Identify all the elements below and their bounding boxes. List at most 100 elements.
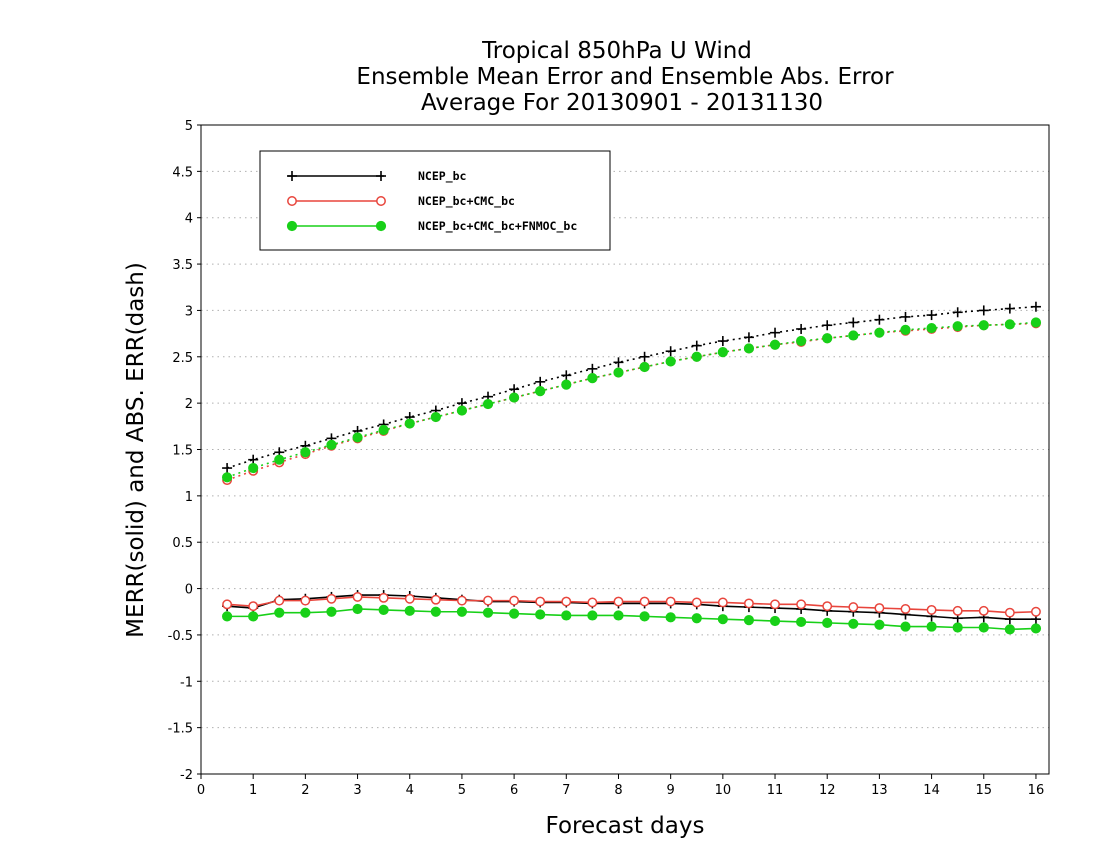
x-tick-label: 0 <box>197 783 205 798</box>
x-tick-label: 13 <box>871 783 888 798</box>
merr-point <box>613 610 624 621</box>
x-tick-label: 3 <box>353 783 361 798</box>
abs-err-point <box>613 357 624 368</box>
chart-title-line-3: Average For 20130901 - 20131130 <box>421 90 823 116</box>
merr-point <box>926 621 937 632</box>
abs-err-point <box>743 332 754 343</box>
merr-point <box>796 599 807 610</box>
y-tick-label: 3 <box>185 304 193 319</box>
x-tick-label: 9 <box>667 783 675 798</box>
abs-err-point <box>561 370 572 381</box>
y-tick-label: 5 <box>185 119 193 134</box>
merr-point <box>743 598 754 609</box>
merr-point <box>665 596 676 607</box>
abs-err-point <box>769 339 781 350</box>
merr-point <box>952 622 963 633</box>
series-NCEP_bc+CMC_bc <box>222 318 1041 618</box>
abs-err-point <box>639 361 650 373</box>
legend-entry: NCEP_bc+CMC_bc <box>287 194 515 209</box>
abs-err-point <box>665 356 676 367</box>
abs-err-point <box>535 376 546 387</box>
abs-err-point <box>1030 301 1041 312</box>
y-tick-label: 0.5 <box>172 536 193 551</box>
y-tick-label: 0 <box>185 583 193 598</box>
legend-marker <box>375 220 387 232</box>
abs-err-point <box>430 411 441 423</box>
abs-err-point <box>796 323 807 334</box>
abs-err-point <box>352 432 363 443</box>
merr-point <box>587 597 598 608</box>
series-NCEP_bc+CMC_bc+FNMOC_bc <box>221 317 1042 635</box>
merr-point <box>848 602 859 613</box>
y-tick-label: 3.5 <box>172 258 193 273</box>
y-tick-label: -0.5 <box>168 629 193 644</box>
merr-point <box>796 616 807 628</box>
x-tick-label: 10 <box>715 783 732 798</box>
merr-point <box>300 595 311 606</box>
abs-err-line <box>226 305 1037 469</box>
abs-err-line <box>226 321 1037 479</box>
merr-point <box>769 615 781 627</box>
merr-point <box>430 594 441 605</box>
merr-point <box>300 607 311 618</box>
x-tick-label: 1 <box>249 783 257 798</box>
abs-err-point <box>796 335 807 347</box>
abs-err-point <box>900 311 911 322</box>
series-NCEP_bc <box>222 301 1041 625</box>
merr-point <box>222 599 233 610</box>
abs-err-point <box>874 314 885 325</box>
merr-point <box>561 610 572 621</box>
abs-err-point <box>900 324 911 335</box>
abs-err-point <box>978 320 989 331</box>
abs-err-point <box>535 385 546 397</box>
merr-point <box>404 593 415 604</box>
abs-err-line <box>226 322 1036 481</box>
abs-err-point <box>743 343 755 354</box>
abs-err-point <box>691 340 702 351</box>
merr-point <box>691 597 702 608</box>
y-tick-label: -1 <box>180 675 193 690</box>
merr-point <box>274 607 285 618</box>
merr-point <box>483 595 493 606</box>
x-tick-label: 6 <box>510 783 518 798</box>
abs-err-point <box>822 333 833 344</box>
gridlines <box>201 170 1049 729</box>
abs-err-point <box>848 317 859 328</box>
y-tick-label: 2.5 <box>172 351 193 366</box>
merr-point <box>639 611 650 622</box>
x-tick-label: 14 <box>923 783 940 798</box>
y-tick-label: 2 <box>185 397 193 412</box>
abs-err-point <box>665 346 676 357</box>
merr-point <box>926 604 937 615</box>
x-tick-label: 11 <box>767 783 784 798</box>
merr-point <box>352 603 363 615</box>
abs-err-point <box>561 379 572 390</box>
merr-point <box>326 606 337 617</box>
abs-err-point <box>326 439 337 450</box>
merr-line <box>227 608 1036 631</box>
merr-point <box>613 596 624 607</box>
merr-point <box>1031 606 1041 617</box>
merr-point <box>1004 624 1015 635</box>
merr-point <box>978 622 989 633</box>
merr-point <box>509 595 520 606</box>
x-axis-label: Forecast days <box>546 813 705 839</box>
x-tick-label: 4 <box>406 783 414 798</box>
merr-point <box>274 595 285 606</box>
merr-point <box>691 613 702 624</box>
merr-point <box>221 611 233 622</box>
y-axis-label: MERR(solid) and ABS. ERR(dash) <box>123 262 149 638</box>
merr-point <box>535 609 546 620</box>
merr-point <box>509 608 520 619</box>
merr-point <box>874 603 885 613</box>
y-tick-label: 1 <box>185 490 193 505</box>
x-tick-label: 5 <box>458 783 466 798</box>
merr-point <box>639 596 650 607</box>
merr-point <box>378 604 389 615</box>
abs-err-point <box>456 405 468 416</box>
merr-point <box>665 612 676 623</box>
abs-err-point <box>926 310 937 321</box>
abs-err-point <box>639 351 650 362</box>
abs-err-point <box>822 320 833 331</box>
legend-marker <box>376 196 386 206</box>
